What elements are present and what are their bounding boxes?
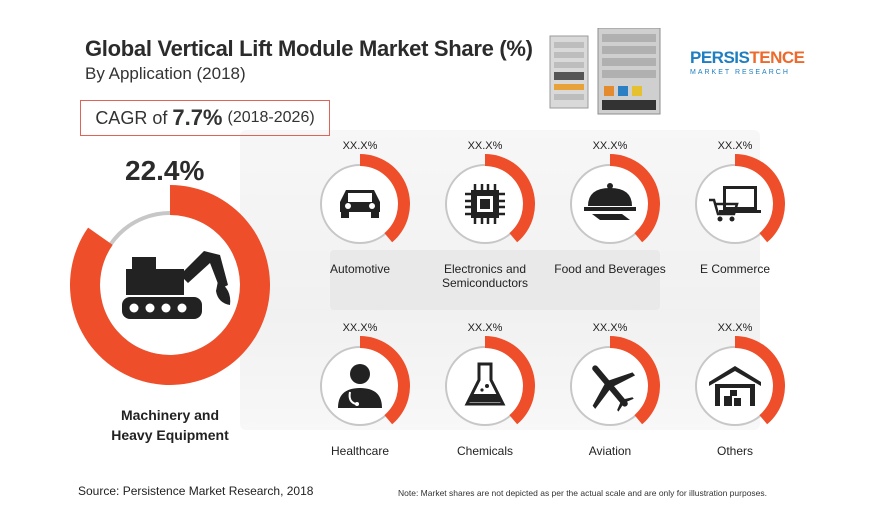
cagr-box: CAGR of 7.7% (2018-2026) <box>80 100 330 136</box>
cagr-value: 7.7% <box>172 105 223 130</box>
source-text: Source: Persistence Market Research, 201… <box>78 484 314 498</box>
segment-value-label: XX.X% <box>342 322 378 334</box>
laptop-cart-icon <box>709 186 761 222</box>
doctor-icon <box>338 364 382 408</box>
segment-donut <box>570 154 660 244</box>
note-text: Note: Market shares are not depicted as … <box>398 488 768 498</box>
chart-title: Global Vertical Lift Module Market Share… <box>85 36 533 61</box>
highlight-donut <box>70 185 270 385</box>
segment-label: E Commerce <box>699 262 770 276</box>
cagr-prefix: CAGR of <box>95 107 168 128</box>
segment-value-label: XX.X% <box>342 140 378 152</box>
segment-value-label: XX.X% <box>717 140 753 152</box>
chip-icon <box>465 184 505 224</box>
segment-donut <box>445 336 535 426</box>
segment-label: Automotive <box>329 262 391 276</box>
cagr-period: (2018-2026) <box>227 109 315 126</box>
segment-arc <box>360 154 410 243</box>
segment-donut <box>695 154 785 244</box>
highlight-value-label: 22.4% <box>125 155 205 186</box>
segment-arc <box>610 336 660 425</box>
logo-tagline: MARKET RESEARCH <box>690 69 790 76</box>
highlight-donut-arc <box>70 185 270 385</box>
segment-label: Healthcare <box>330 444 390 458</box>
segment-value-label: XX.X% <box>467 322 503 334</box>
segment-arc <box>485 336 535 425</box>
segment-arc <box>360 336 410 425</box>
segment-label: Chemicals <box>456 444 513 458</box>
airplane-icon <box>592 365 636 412</box>
flask-icon <box>464 362 506 406</box>
vertical-lift-racks-icon <box>549 28 661 115</box>
logo-name-part1: PERSIS <box>690 48 750 67</box>
car-icon <box>340 190 380 218</box>
segment-value-label: XX.X% <box>592 322 628 334</box>
segment-donut <box>320 154 410 244</box>
segment-arc <box>610 154 660 243</box>
cloche-icon <box>584 183 636 220</box>
segment-label: Aviation <box>588 444 632 458</box>
segment-arc <box>735 336 785 425</box>
segment-label: Food and Beverages <box>554 262 666 276</box>
segment-donut <box>445 154 535 244</box>
segment-arc <box>735 154 785 243</box>
logo-name-part2: TENCE <box>749 48 805 67</box>
warehouse-icon <box>709 366 761 406</box>
background-photo-band <box>330 250 660 310</box>
segment-value-label: XX.X% <box>717 322 753 334</box>
segment-donut <box>320 336 410 426</box>
segment-donut <box>570 336 660 426</box>
segment-donut <box>695 336 785 426</box>
excavator-icon <box>122 251 231 319</box>
chart-subtitle: By Application (2018) <box>85 64 246 83</box>
segment-value-label: XX.X% <box>467 140 503 152</box>
segment-arc <box>485 154 535 243</box>
segment-label: Others <box>716 444 753 458</box>
segment-label: Electronics and Semiconductors <box>441 262 529 290</box>
persistence-logo: PERSISTENCE MARKET RESEARCH <box>690 48 805 88</box>
segment-value-label: XX.X% <box>592 140 628 152</box>
highlight-label: Machinery and Heavy Equipment <box>111 407 229 443</box>
